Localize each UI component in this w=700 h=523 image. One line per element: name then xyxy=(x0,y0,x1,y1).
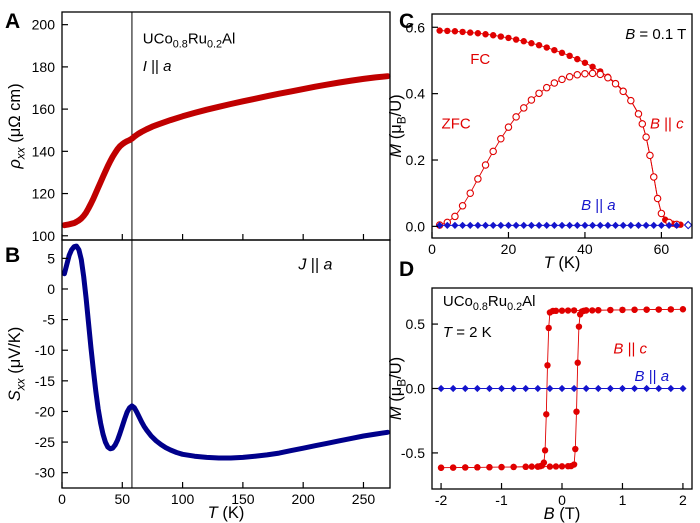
svg-text:J || a: J || a xyxy=(297,256,332,273)
svg-text:0: 0 xyxy=(428,241,436,257)
svg-text:5: 5 xyxy=(47,250,55,266)
svg-text:B || a: B || a xyxy=(635,368,670,385)
svg-text:200: 200 xyxy=(291,491,315,507)
svg-text:0.0: 0.0 xyxy=(406,381,426,397)
svg-text:100: 100 xyxy=(32,228,56,244)
svg-text:T (K): T (K) xyxy=(208,504,245,522)
svg-text:Sxx (μV/K): Sxx (μV/K) xyxy=(6,327,27,402)
svg-text:B = 0.1 T: B = 0.1 T xyxy=(625,26,686,43)
svg-text:-15: -15 xyxy=(35,373,55,389)
svg-text:-0.5: -0.5 xyxy=(401,445,425,461)
svg-text:-20: -20 xyxy=(35,403,55,419)
svg-text:0: 0 xyxy=(58,491,66,507)
svg-text:I || a: I || a xyxy=(143,58,172,75)
svg-text:-5: -5 xyxy=(43,312,56,328)
svg-text:150: 150 xyxy=(231,491,255,507)
svg-text:D: D xyxy=(399,258,414,281)
panel-C: 0 20 40 60 0.0 0.2 0.4 0.6 T (K) M (μB/U) B = 0.1 … xyxy=(387,13,693,272)
svg-text:0: 0 xyxy=(558,492,566,508)
svg-text:0.2: 0.2 xyxy=(406,152,426,168)
panel-D: -2 -1 0 1 2 -0.5 0.0 0.5 B (T) M (μB/U) UCo0.8Ru0.… xyxy=(387,287,693,523)
svg-text:B (T): B (T) xyxy=(544,505,581,523)
svg-text:-1: -1 xyxy=(495,492,508,508)
svg-text:0.6: 0.6 xyxy=(406,19,426,35)
svg-text:0.0: 0.0 xyxy=(406,218,426,234)
svg-text:-30: -30 xyxy=(35,465,55,481)
svg-text:ρxx (μΩ cm): ρxx (μΩ cm) xyxy=(6,83,27,169)
svg-text:T (K): T (K) xyxy=(544,254,581,272)
svg-text:-2: -2 xyxy=(435,492,448,508)
svg-text:140: 140 xyxy=(32,143,56,159)
svg-text:ZFC: ZFC xyxy=(442,115,471,132)
svg-text:0: 0 xyxy=(47,281,55,297)
svg-text:0.4: 0.4 xyxy=(406,86,426,102)
svg-text:UCo0.8Ru0.2Al: UCo0.8Ru0.2Al xyxy=(143,31,236,51)
svg-text:160: 160 xyxy=(32,101,56,117)
svg-text:M (μB/U): M (μB/U) xyxy=(387,357,408,420)
svg-text:120: 120 xyxy=(32,186,56,202)
svg-text:A: A xyxy=(5,10,20,33)
svg-text:C: C xyxy=(399,10,414,33)
svg-text:-25: -25 xyxy=(35,434,55,450)
svg-text:20: 20 xyxy=(501,241,517,257)
svg-text:B || c: B || c xyxy=(650,115,684,132)
svg-text:60: 60 xyxy=(654,241,670,257)
svg-text:1: 1 xyxy=(619,492,627,508)
svg-text:-10: -10 xyxy=(35,342,55,358)
svg-text:FC: FC xyxy=(470,51,490,68)
svg-text:UCo0.8Ru0.2Al: UCo0.8Ru0.2Al xyxy=(443,293,536,313)
svg-text:200: 200 xyxy=(32,17,56,33)
svg-text:B: B xyxy=(5,244,20,267)
svg-text:2: 2 xyxy=(679,492,687,508)
svg-text:100: 100 xyxy=(171,491,195,507)
svg-text:T = 2 K: T = 2 K xyxy=(443,324,492,341)
panel-A: 100 120 140 160 180 200 ρxx (μΩ cm) UCo0.8Ru0.2… xyxy=(6,11,391,244)
svg-text:B || a: B || a xyxy=(581,197,616,214)
svg-text:50: 50 xyxy=(115,491,131,507)
svg-text:B || c: B || c xyxy=(613,341,647,358)
svg-text:0.5: 0.5 xyxy=(406,316,426,332)
svg-text:M (μB/U): M (μB/U) xyxy=(387,94,408,157)
svg-text:180: 180 xyxy=(32,59,56,75)
svg-text:40: 40 xyxy=(577,241,593,257)
svg-text:250: 250 xyxy=(352,491,376,507)
